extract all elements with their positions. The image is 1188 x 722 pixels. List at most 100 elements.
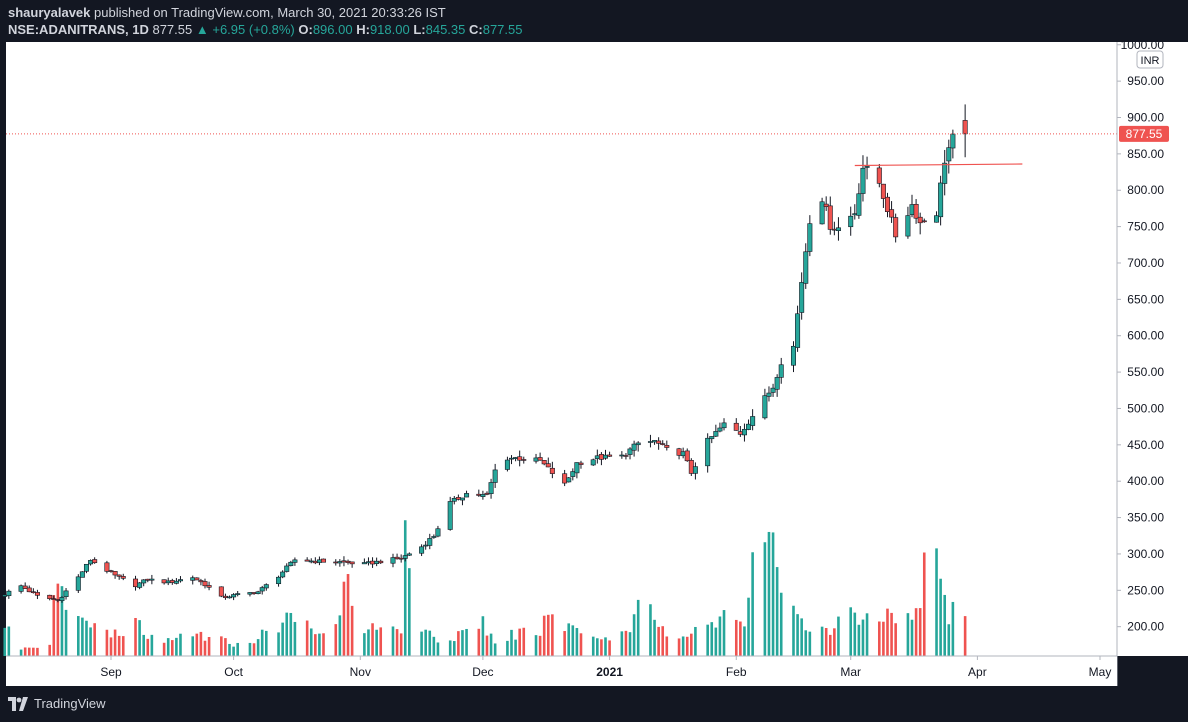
- volume-bar: [922, 552, 926, 656]
- author-name[interactable]: shauryalavek: [8, 5, 91, 20]
- tradingview-icon: [8, 696, 28, 711]
- time-axis-ticks: Sep Oct Nov Dec 2021 Feb Mar Apr May: [100, 656, 1111, 679]
- candle-body: [431, 536, 437, 538]
- candle-body: [709, 436, 715, 440]
- candle-body: [198, 580, 204, 583]
- candle-body: [402, 555, 408, 559]
- price-tick-label: 200.00: [1127, 620, 1164, 634]
- volume-bar: [220, 636, 223, 656]
- volume-bar: [322, 633, 325, 656]
- candle-body: [545, 463, 551, 468]
- volume-bar: [179, 633, 182, 656]
- price-tick-label: 1000.00: [1121, 38, 1165, 52]
- candle-body: [190, 577, 196, 581]
- candle-body: [108, 570, 114, 572]
- price-axis[interactable]: [1117, 42, 1188, 656]
- volume-bar: [293, 621, 297, 656]
- volume-bar: [195, 633, 199, 656]
- candle-body: [235, 593, 241, 595]
- volume-bar: [849, 607, 853, 656]
- volume-bar: [334, 624, 338, 656]
- price-tick-label: 750.00: [1127, 220, 1164, 234]
- volume-bar: [943, 594, 947, 656]
- price-chart[interactable]: 1000.00 950.00 900.00 850.00 800.00 750.00 700…: [0, 0, 1188, 686]
- candle-body: [222, 595, 228, 598]
- candle-body: [447, 501, 453, 530]
- time-tick-label: 2021: [596, 665, 623, 679]
- candle-body: [173, 580, 179, 584]
- volume-bar: [665, 636, 669, 656]
- horizontal-trend-line[interactable]: [854, 163, 1023, 167]
- candle-body: [51, 598, 57, 600]
- candle-body: [345, 560, 351, 563]
- volume-bar: [493, 643, 497, 656]
- candle-body: [492, 469, 498, 483]
- publish-info: shauryalavek published on TradingView.co…: [8, 5, 446, 20]
- volume-bar: [575, 628, 579, 656]
- plot-area[interactable]: [6, 42, 1117, 656]
- open-label: O:: [298, 22, 313, 37]
- candle-body: [705, 437, 711, 467]
- volume-bar: [837, 616, 840, 656]
- volume-bar: [604, 637, 607, 656]
- volume-bar: [403, 520, 407, 656]
- candle-body: [921, 220, 927, 223]
- candle-body: [308, 560, 314, 563]
- volume-bar: [260, 629, 264, 656]
- candle-body: [521, 459, 527, 461]
- candle-body: [304, 559, 310, 562]
- candle-body: [321, 558, 327, 563]
- volume-bar: [551, 614, 554, 656]
- volume-bar: [751, 552, 754, 656]
- volume-bar: [963, 616, 967, 656]
- volume-bar: [371, 623, 374, 656]
- price-tick-label: 850.00: [1127, 147, 1164, 161]
- candle-body: [333, 561, 339, 564]
- candle-body: [884, 196, 890, 212]
- volume-bar: [681, 636, 685, 656]
- footer-bar: TradingView: [0, 686, 1188, 722]
- volume-bar: [808, 631, 812, 656]
- volume-bar: [117, 635, 121, 656]
- candle-body: [26, 587, 32, 593]
- volume-bar: [109, 637, 113, 656]
- candle-body: [406, 553, 412, 556]
- volume-bar: [510, 629, 513, 656]
- volume-bar: [85, 620, 88, 656]
- volume-bar: [121, 636, 125, 656]
- volume-bar: [804, 630, 808, 656]
- candle-body: [664, 445, 670, 448]
- volume-bar: [461, 630, 464, 656]
- volume-bar: [890, 612, 893, 656]
- currency-box[interactable]: [1136, 50, 1164, 69]
- candle-body: [145, 578, 151, 581]
- symbol-label[interactable]: NSE:ADANITRANS, 1D: [8, 22, 149, 37]
- high-label: H:: [356, 22, 370, 37]
- candle-body: [464, 493, 470, 498]
- candle-body: [165, 580, 171, 584]
- price-tick-label: 900.00: [1127, 111, 1164, 125]
- open-value: 896.00: [312, 22, 353, 37]
- candle-body: [774, 377, 780, 390]
- candle-body: [631, 443, 637, 451]
- candle-body: [365, 561, 371, 564]
- candle-body: [504, 459, 510, 470]
- time-axis[interactable]: [6, 656, 1117, 686]
- candle-body: [889, 209, 895, 218]
- volume-bar: [232, 646, 235, 656]
- brand-name: TradingView: [34, 696, 106, 711]
- volume-bar: [146, 638, 150, 656]
- volume-bar: [477, 628, 481, 656]
- volume-bar: [3, 627, 7, 656]
- candle-body: [288, 561, 294, 567]
- candle-body: [30, 591, 36, 594]
- volume-bar: [649, 604, 652, 656]
- volume-bar: [591, 636, 595, 656]
- volume-bar: [391, 626, 395, 656]
- volume-bar: [538, 635, 542, 656]
- tradingview-logo[interactable]: TradingView: [8, 696, 106, 711]
- volume-bar: [171, 640, 174, 656]
- change-up-icon: ▲: [195, 22, 209, 37]
- volume-bar: [824, 628, 828, 656]
- volume-bar: [939, 578, 942, 656]
